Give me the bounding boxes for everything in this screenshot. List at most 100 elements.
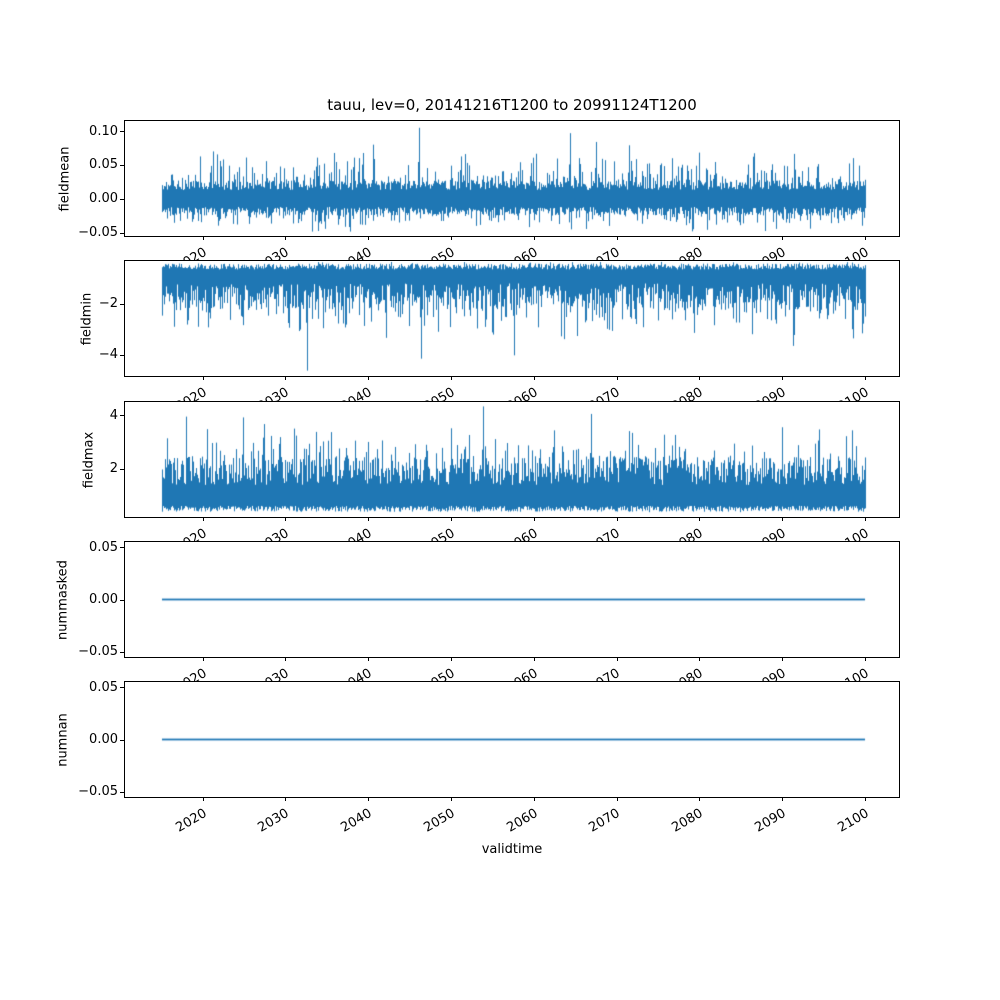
y-tick-label: 4 bbox=[109, 407, 118, 423]
plot-title: tauu, lev=0, 20141216T1200 to 20991124T1… bbox=[327, 96, 697, 114]
x-tick-mark bbox=[450, 797, 452, 801]
y-tick-mark bbox=[120, 547, 124, 549]
x-tick-mark bbox=[699, 236, 701, 240]
subplot-nummasked: nummasked 202020302040205020602070208020… bbox=[56, 540, 900, 696]
x-tick-mark bbox=[368, 236, 370, 240]
data-series-canvas-fieldmean bbox=[125, 121, 899, 236]
x-tick-mark bbox=[202, 657, 204, 661]
y-tick-label: 0.10 bbox=[89, 123, 118, 139]
x-tick-mark bbox=[202, 797, 204, 801]
x-tick-mark bbox=[450, 657, 452, 661]
x-tick-mark bbox=[285, 236, 287, 240]
x-tick-mark bbox=[368, 517, 370, 521]
x-tick-mark bbox=[782, 657, 784, 661]
y-tick-mark bbox=[120, 739, 124, 741]
x-tick-mark bbox=[699, 797, 701, 801]
y-tick-mark bbox=[120, 468, 124, 470]
x-tick-mark bbox=[616, 376, 618, 380]
y-tick-label: 0.05 bbox=[89, 157, 118, 173]
y-tick-mark bbox=[120, 164, 124, 166]
x-tick-mark bbox=[450, 376, 452, 380]
x-tick-label: 2040 bbox=[338, 806, 375, 836]
subplot-fieldmean: fieldmean 202020302040205020602070208020… bbox=[58, 120, 900, 275]
x-tick-mark bbox=[450, 236, 452, 240]
y-axis-label-fieldmin: fieldmin bbox=[79, 292, 95, 345]
y-tick-mark bbox=[120, 303, 124, 305]
x-tick-mark bbox=[202, 517, 204, 521]
y-tick-mark bbox=[120, 354, 124, 356]
x-tick-mark bbox=[533, 797, 535, 801]
x-tick-mark bbox=[368, 657, 370, 661]
y-tick-label: 0.05 bbox=[89, 679, 118, 695]
x-tick-mark bbox=[533, 376, 535, 380]
x-tick-label: 2030 bbox=[255, 806, 292, 836]
y-tick-mark bbox=[120, 232, 124, 234]
x-tick-strip-numnan: 2020 2030 2040 2050 2060 2070 2080 2090 2100 bbox=[124, 797, 900, 845]
subplot-fieldmin: fieldmin 2020 2030 2040 2050 2060 2070 2080 209… bbox=[80, 260, 900, 415]
y-tick-mark bbox=[120, 651, 124, 653]
x-tick-mark bbox=[782, 236, 784, 240]
x-tick-mark bbox=[368, 797, 370, 801]
x-tick-label: 2080 bbox=[669, 806, 706, 836]
x-tick-mark bbox=[864, 657, 866, 661]
subplot-fieldmax: fieldmax 2020203020402050206020702080209… bbox=[82, 401, 900, 556]
y-axis-label-fieldmean: fieldmean bbox=[57, 146, 73, 211]
y-tick-label: 0.00 bbox=[89, 732, 118, 747]
x-tick-mark bbox=[699, 517, 701, 521]
data-series-canvas-numnan bbox=[125, 682, 899, 797]
x-tick-mark bbox=[285, 657, 287, 661]
x-tick-mark bbox=[864, 376, 866, 380]
x-tick-mark bbox=[782, 517, 784, 521]
x-tick-mark bbox=[782, 376, 784, 380]
x-tick-mark bbox=[782, 797, 784, 801]
y-tick-label: 0.00 bbox=[89, 191, 118, 207]
x-tick-mark bbox=[285, 376, 287, 380]
x-tick-label: 2050 bbox=[421, 806, 458, 836]
x-tick-mark bbox=[368, 376, 370, 380]
x-tick-mark bbox=[616, 236, 618, 240]
x-tick-label: 2020 bbox=[172, 806, 210, 836]
x-tick-label: 2070 bbox=[586, 806, 624, 836]
x-tick-mark bbox=[202, 236, 204, 240]
x-tick-strip-fieldmin: 2020 2030 2040 2050 2060 2070 2080 2090 2100 bbox=[124, 376, 900, 424]
x-tick-mark bbox=[533, 657, 535, 661]
data-series-canvas-fieldmax bbox=[125, 402, 899, 517]
y-tick-mark bbox=[120, 415, 124, 417]
x-tick-label: 2090 bbox=[752, 806, 789, 836]
subplot-numnan: numnan 2020 2030 2040 2050 2060 2070 2080 2090 2… bbox=[56, 680, 900, 836]
y-tick-label: −2 bbox=[98, 296, 118, 312]
x-tick-mark bbox=[864, 797, 866, 801]
x-tick-mark bbox=[699, 376, 701, 380]
y-axis-label-nummasked: nummasked bbox=[55, 559, 71, 640]
y-tick-label: −4 bbox=[98, 347, 118, 363]
x-axis-label: validtime bbox=[481, 842, 543, 857]
y-tick-label: 2 bbox=[109, 461, 118, 477]
y-tick-mark bbox=[120, 791, 124, 793]
y-tick-mark bbox=[120, 599, 124, 601]
x-tick-mark bbox=[285, 517, 287, 521]
y-tick-mark bbox=[120, 131, 124, 133]
y-tick-label: −0.05 bbox=[78, 784, 118, 800]
data-series-canvas-fieldmin bbox=[125, 261, 899, 376]
x-tick-label: 2100 bbox=[835, 806, 872, 836]
x-tick-label: 2060 bbox=[504, 806, 541, 836]
y-tick-label: 0.00 bbox=[89, 592, 118, 607]
y-axis-label-numnan: numnan bbox=[55, 712, 71, 767]
x-tick-mark bbox=[616, 797, 618, 801]
y-axis-label-fieldmax: fieldmax bbox=[81, 431, 97, 488]
x-tick-mark bbox=[616, 657, 618, 661]
y-tick-mark bbox=[120, 198, 124, 200]
x-tick-mark bbox=[533, 236, 535, 240]
x-tick-mark bbox=[533, 517, 535, 521]
y-tick-mark bbox=[120, 687, 124, 689]
x-tick-mark bbox=[699, 657, 701, 661]
data-series-canvas-nummasked bbox=[125, 542, 899, 657]
x-tick-mark bbox=[864, 517, 866, 521]
y-tick-label: −0.05 bbox=[78, 225, 118, 241]
x-tick-mark bbox=[864, 236, 866, 240]
y-tick-label: 0.05 bbox=[89, 539, 118, 555]
